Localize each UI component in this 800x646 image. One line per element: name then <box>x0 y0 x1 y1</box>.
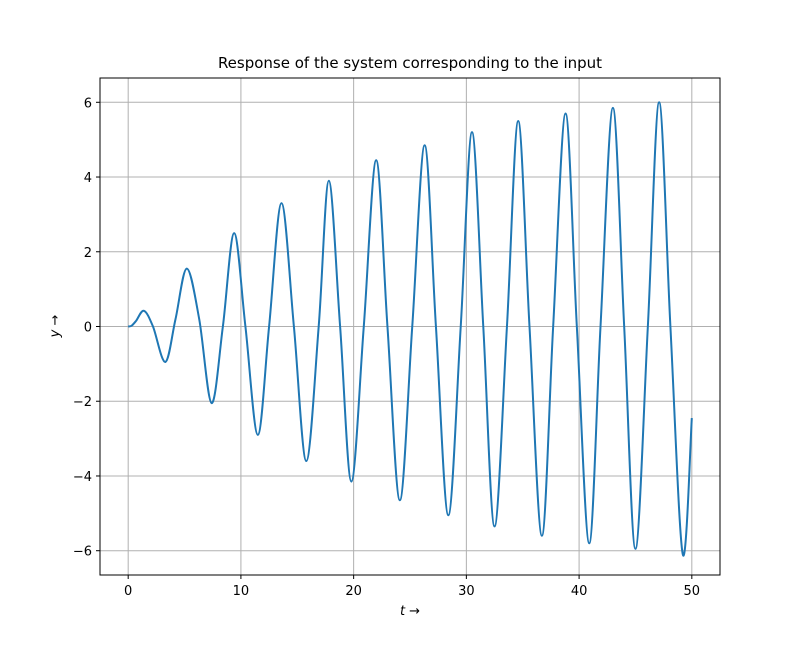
x-tick-label: 10 <box>233 584 250 599</box>
x-tick-label: 0 <box>124 584 132 599</box>
plot-area <box>127 101 693 557</box>
x-tick-label: 20 <box>345 584 362 599</box>
y-tick-label: −6 <box>73 545 92 560</box>
x-tick-label: 50 <box>684 584 701 599</box>
grid-lines <box>100 78 720 575</box>
x-tick-label: 30 <box>458 584 475 599</box>
y-tick-label: 2 <box>84 246 92 261</box>
y-tick-label: −4 <box>73 470 92 485</box>
y-axis-label: y → <box>48 315 63 339</box>
y-tick-label: 0 <box>84 321 92 336</box>
x-tick-label: 40 <box>571 584 588 599</box>
chart-title: Response of the system corresponding to … <box>218 54 602 72</box>
y-tick-label: 4 <box>84 171 92 186</box>
y-tick-label: 6 <box>84 96 92 111</box>
x-axis-label: t → <box>400 604 420 619</box>
series-line <box>127 101 693 557</box>
axes-frame <box>99 77 721 576</box>
y-tick-label: −2 <box>73 395 92 410</box>
